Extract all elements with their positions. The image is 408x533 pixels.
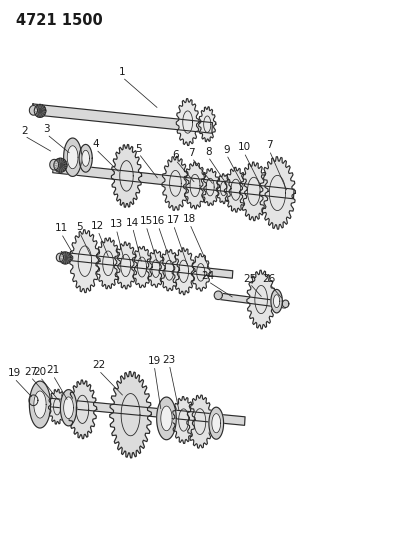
Polygon shape (34, 104, 46, 117)
Text: 7: 7 (266, 140, 273, 150)
Text: 5: 5 (135, 143, 142, 154)
Polygon shape (110, 372, 151, 458)
Text: 25: 25 (243, 273, 256, 284)
Polygon shape (49, 389, 66, 424)
Text: 15: 15 (140, 216, 153, 226)
Polygon shape (239, 162, 268, 221)
Polygon shape (64, 397, 73, 418)
Text: 19: 19 (8, 368, 21, 378)
Text: 18: 18 (183, 214, 196, 224)
Polygon shape (79, 144, 92, 172)
Text: 17: 17 (167, 215, 180, 225)
Polygon shape (29, 381, 51, 428)
Polygon shape (157, 397, 176, 440)
Text: 8: 8 (205, 147, 211, 157)
Text: 10: 10 (237, 142, 251, 152)
Text: 19: 19 (148, 356, 161, 366)
Text: 24: 24 (202, 271, 215, 281)
Polygon shape (56, 253, 64, 262)
Polygon shape (32, 104, 213, 133)
Text: 23: 23 (163, 354, 176, 365)
Polygon shape (259, 157, 295, 229)
Polygon shape (247, 270, 275, 329)
Text: 20: 20 (33, 367, 47, 377)
Polygon shape (34, 391, 46, 418)
Polygon shape (212, 414, 221, 433)
Text: 21: 21 (47, 365, 60, 375)
Polygon shape (50, 159, 59, 170)
Text: 11: 11 (55, 223, 68, 233)
Text: 26: 26 (263, 273, 276, 284)
Polygon shape (146, 250, 165, 287)
Polygon shape (70, 230, 100, 293)
Polygon shape (216, 174, 231, 204)
Polygon shape (60, 252, 71, 264)
Text: 1: 1 (119, 67, 126, 77)
Polygon shape (201, 168, 220, 206)
Text: 16: 16 (152, 216, 165, 226)
Polygon shape (184, 162, 206, 209)
Polygon shape (224, 167, 247, 212)
Text: 2: 2 (21, 126, 28, 136)
Polygon shape (216, 293, 286, 308)
Polygon shape (53, 163, 294, 199)
Polygon shape (64, 138, 82, 176)
Polygon shape (32, 397, 245, 425)
Polygon shape (60, 390, 77, 426)
Polygon shape (176, 99, 199, 146)
Polygon shape (132, 246, 152, 288)
Text: 12: 12 (91, 221, 104, 231)
Text: 22: 22 (92, 360, 105, 370)
Polygon shape (191, 254, 210, 291)
Polygon shape (172, 397, 195, 443)
Polygon shape (214, 291, 222, 300)
Polygon shape (209, 407, 224, 439)
Polygon shape (29, 106, 38, 115)
Polygon shape (187, 395, 213, 448)
Text: 27: 27 (24, 367, 37, 377)
Polygon shape (61, 252, 233, 278)
Polygon shape (159, 249, 180, 291)
Text: 14: 14 (126, 217, 139, 228)
Polygon shape (282, 300, 289, 308)
Polygon shape (162, 156, 189, 211)
Text: 5: 5 (76, 222, 83, 232)
Polygon shape (161, 406, 172, 431)
Polygon shape (68, 380, 97, 439)
Polygon shape (172, 248, 195, 295)
Text: 4721 1500: 4721 1500 (16, 13, 103, 28)
Polygon shape (29, 395, 38, 406)
Polygon shape (67, 146, 78, 169)
Text: 3: 3 (44, 124, 50, 134)
Text: 6: 6 (172, 150, 179, 160)
Polygon shape (111, 144, 142, 207)
Text: 9: 9 (223, 144, 230, 155)
Polygon shape (96, 238, 120, 289)
Polygon shape (82, 150, 89, 166)
Polygon shape (114, 242, 137, 289)
Text: 13: 13 (110, 219, 123, 229)
Polygon shape (54, 158, 67, 172)
Polygon shape (271, 289, 282, 313)
Text: 4: 4 (93, 139, 99, 149)
Polygon shape (273, 295, 280, 308)
Text: 7: 7 (188, 148, 195, 158)
Polygon shape (199, 107, 216, 142)
